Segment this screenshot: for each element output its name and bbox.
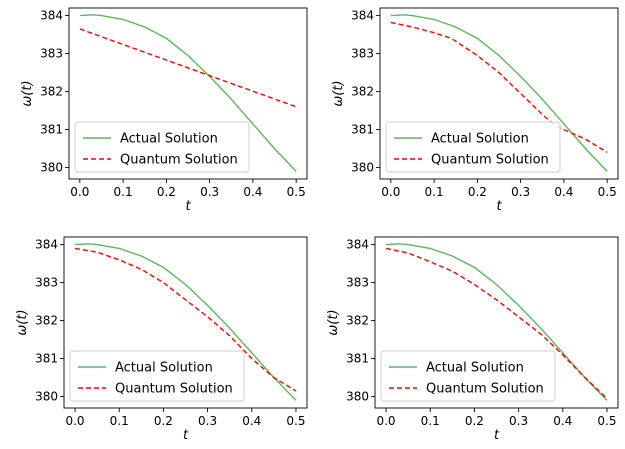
x-tick-label: 0.3 [198, 414, 217, 428]
x-axis-label: t [496, 199, 502, 214]
y-tick-label: 381 [351, 123, 374, 137]
y-tick-label: 382 [346, 314, 369, 328]
y-tick-label: 383 [346, 276, 369, 290]
plot-frame [379, 7, 619, 180]
x-tick-label: 0.3 [200, 185, 219, 199]
x-axis-label: t [183, 428, 189, 443]
legend-box [380, 350, 556, 402]
x-tick-label: 0.1 [421, 414, 440, 428]
chart-panel-2: 0.0 0.1 0.2 0.3 0.4 0.5 380 381 382 383 384 t ω(t) Ac… [331, 7, 619, 214]
x-tick-label: 0.5 [598, 185, 617, 199]
x-tick-label: 0.4 [554, 185, 573, 199]
y-tick-label: 380 [346, 390, 369, 404]
y-tick-label: 381 [35, 352, 58, 366]
x-axis-label: t [185, 199, 191, 214]
legend-box [74, 121, 250, 173]
legend-entry-label: Actual Solution [120, 132, 218, 147]
x-tick-label: 0.3 [509, 414, 528, 428]
y-tick-label: 384 [346, 238, 369, 252]
x-tick-label: 0.5 [287, 185, 306, 199]
y-tick-label: 382 [35, 314, 58, 328]
chart-panel-1: 0.0 0.1 0.2 0.3 0.4 0.5 380 381 382 383 384 t ω(t) Ac… [20, 7, 308, 214]
series-line-quantum [385, 247, 608, 400]
y-tick-label: 383 [351, 47, 374, 61]
y-tick-label: 383 [35, 276, 58, 290]
y-axis-label: ω(t) [20, 80, 35, 106]
y-tick-label: 384 [40, 9, 63, 23]
series-line-actual [74, 243, 297, 401]
legend: Actual Solution Quantum Solution [385, 121, 561, 173]
series-line-actual [385, 243, 608, 401]
x-tick-label: 0.3 [511, 185, 530, 199]
x-axis-label: t [494, 428, 500, 443]
series-line-quantum [74, 247, 297, 392]
plot-frame [68, 7, 308, 180]
legend-box [385, 121, 561, 173]
y-tick-label: 380 [351, 161, 374, 175]
y-tick-label: 381 [40, 123, 63, 137]
chart-panel-4: 0.0 0.1 0.2 0.3 0.4 0.5 380 381 382 383 384 t ω(t) Ac… [326, 236, 619, 443]
x-tick-label: 0.4 [242, 414, 261, 428]
legend-entry-label: Actual Solution [115, 361, 213, 376]
x-tick-label: 0.2 [468, 185, 487, 199]
x-tick-label: 0.2 [154, 414, 173, 428]
chart-panel-3: 0.0 0.1 0.2 0.3 0.4 0.5 380 381 382 383 384 t ω(t) Ac… [15, 236, 308, 443]
x-tick-label: 0.2 [157, 185, 176, 199]
plot-frame [374, 236, 619, 409]
y-axis-label: ω(t) [326, 309, 341, 335]
y-tick-label: 384 [351, 9, 374, 23]
legend-entry-label: Quantum Solution [431, 153, 549, 168]
series-line-quantum [79, 28, 297, 108]
y-tick-label: 382 [351, 85, 374, 99]
x-tick-label: 0.4 [243, 185, 262, 199]
legend-entry-label: Actual Solution [431, 132, 529, 147]
y-tick-label: 382 [40, 85, 63, 99]
y-axis-label: ω(t) [15, 309, 30, 335]
y-tick-label: 380 [35, 390, 58, 404]
legend-box [69, 350, 245, 402]
y-tick-label: 383 [40, 47, 63, 61]
x-tick-label: 0.1 [114, 185, 133, 199]
x-tick-label: 0.1 [425, 185, 444, 199]
legend: Actual Solution Quantum Solution [69, 350, 245, 402]
x-tick-label: 0.5 [597, 414, 616, 428]
x-tick-label: 0.5 [286, 414, 305, 428]
legend-entry-label: Quantum Solution [426, 382, 544, 397]
y-tick-label: 384 [35, 238, 58, 252]
x-tick-label: 0.0 [376, 414, 395, 428]
plot-frame [63, 236, 308, 409]
legend: Actual Solution Quantum Solution [380, 350, 556, 402]
x-tick-label: 0.0 [65, 414, 84, 428]
legend-entry-label: Actual Solution [426, 361, 524, 376]
y-tick-label: 380 [40, 161, 63, 175]
x-tick-label: 0.0 [70, 185, 89, 199]
x-tick-label: 0.1 [110, 414, 129, 428]
series-line-quantum [390, 21, 608, 153]
x-tick-label: 0.4 [553, 414, 572, 428]
legend-entry-label: Quantum Solution [120, 153, 238, 168]
legend: Actual Solution Quantum Solution [74, 121, 250, 173]
x-tick-label: 0.2 [465, 414, 484, 428]
legend-entry-label: Quantum Solution [115, 382, 233, 397]
y-tick-label: 381 [346, 352, 369, 366]
series-line-actual [79, 14, 297, 172]
y-axis-label: ω(t) [331, 80, 346, 106]
series-line-actual [390, 14, 608, 172]
x-tick-label: 0.0 [381, 185, 400, 199]
